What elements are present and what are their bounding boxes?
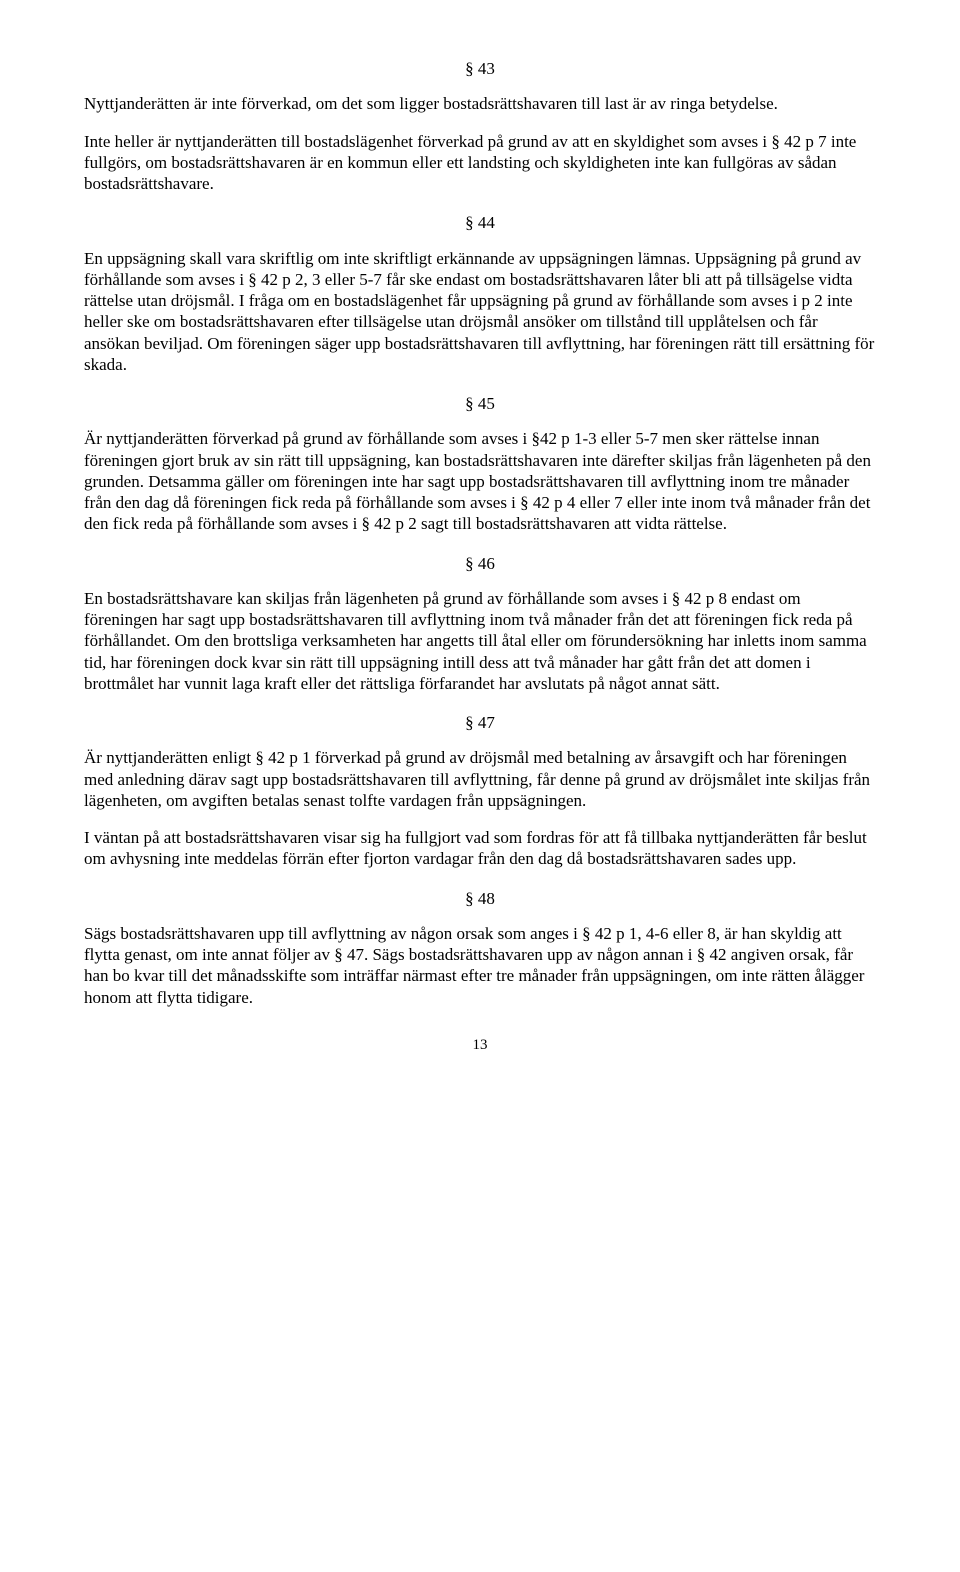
- paragraph: I väntan på att bostadsrättshavaren visa…: [84, 827, 876, 870]
- section-heading-43: § 43: [84, 58, 876, 79]
- section-heading-44: § 44: [84, 212, 876, 233]
- paragraph: Sägs bostadsrättshavaren upp till avflyt…: [84, 923, 876, 1008]
- paragraph: Inte heller är nyttjanderätten till bost…: [84, 131, 876, 195]
- section-heading-48: § 48: [84, 888, 876, 909]
- paragraph: Är nyttjanderätten förverkad på grund av…: [84, 428, 876, 534]
- paragraph: En bostadsrättshavare kan skiljas från l…: [84, 588, 876, 694]
- section-heading-46: § 46: [84, 553, 876, 574]
- paragraph: Nyttjanderätten är inte förverkad, om de…: [84, 93, 876, 114]
- page-number: 13: [84, 1036, 876, 1055]
- section-heading-45: § 45: [84, 393, 876, 414]
- paragraph: Är nyttjanderätten enligt § 42 p 1 förve…: [84, 747, 876, 811]
- paragraph: En uppsägning skall vara skriftlig om in…: [84, 248, 876, 376]
- section-heading-47: § 47: [84, 712, 876, 733]
